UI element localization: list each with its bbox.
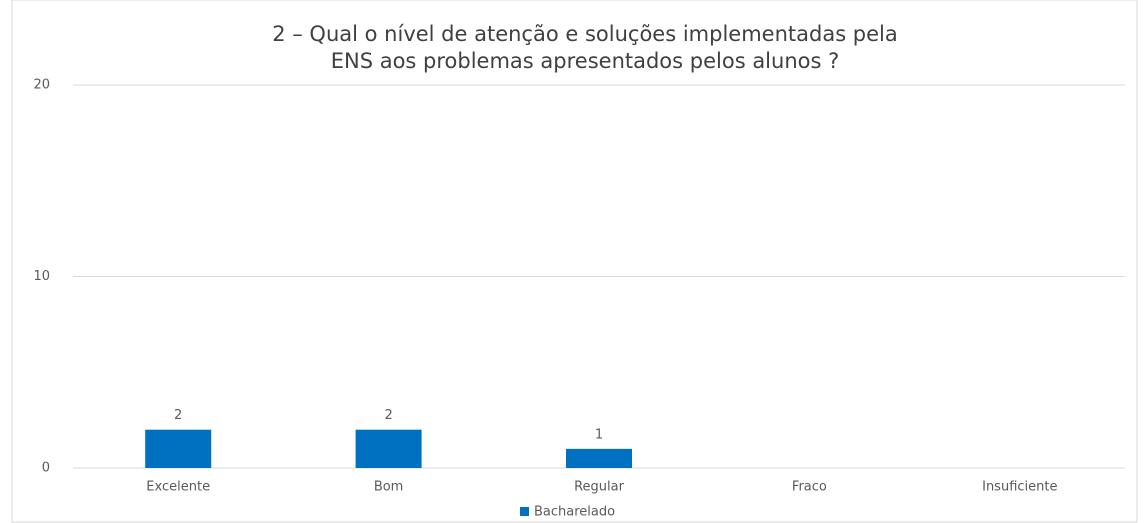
bar — [145, 429, 212, 468]
y-tick-label: 10 — [33, 269, 50, 284]
x-tick-label: Bom — [374, 480, 404, 495]
chart-title: ENS aos problemas apresentados pelos alu… — [331, 49, 840, 73]
x-tick-label: Insuficiente — [982, 480, 1057, 495]
data-label: 2 — [174, 408, 182, 423]
y-tick-label: 20 — [33, 78, 50, 93]
data-label: 2 — [384, 408, 392, 423]
x-tick-label: Regular — [574, 480, 625, 495]
data-label: 1 — [595, 427, 603, 442]
bar — [355, 429, 422, 468]
x-tick-label: Fraco — [792, 480, 827, 495]
chart-title: 2 – Qual o nível de atenção e soluções i… — [272, 22, 898, 46]
x-tick-label: Excelente — [146, 480, 210, 495]
legend-label: Bacharelado — [534, 505, 615, 520]
bar — [566, 448, 632, 468]
legend-swatch — [520, 507, 529, 516]
y-tick-label: 0 — [42, 461, 50, 476]
